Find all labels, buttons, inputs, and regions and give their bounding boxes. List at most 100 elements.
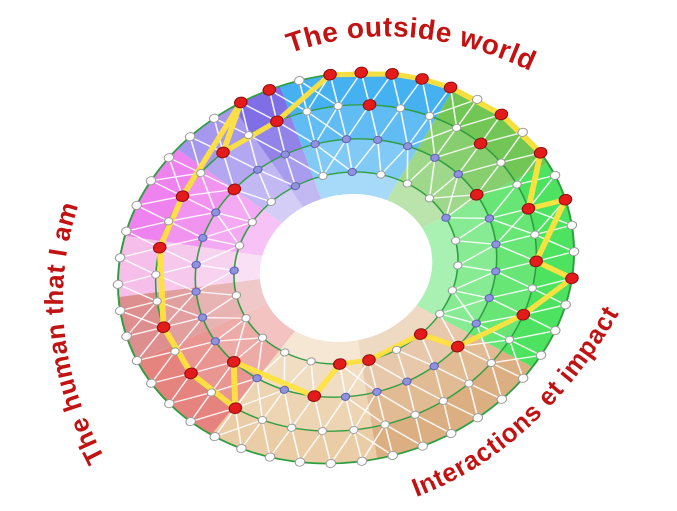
node-purple[interactable] — [210, 337, 220, 346]
node-white[interactable] — [447, 286, 458, 295]
node-purple[interactable] — [347, 167, 357, 177]
node-purple[interactable] — [341, 135, 352, 144]
node-white[interactable] — [112, 279, 124, 289]
node-white[interactable] — [121, 331, 132, 341]
node-white[interactable] — [257, 333, 268, 342]
node-red[interactable] — [362, 353, 377, 366]
node-white[interactable] — [145, 176, 157, 186]
node-red[interactable] — [175, 190, 190, 203]
node-white[interactable] — [170, 347, 180, 356]
node-white[interactable] — [464, 379, 474, 388]
node-white[interactable] — [151, 270, 161, 279]
node-white[interactable] — [333, 101, 343, 111]
node-white[interactable] — [264, 452, 276, 462]
node-white[interactable] — [453, 261, 463, 270]
node-white[interactable] — [517, 373, 529, 383]
node-red[interactable] — [227, 183, 242, 196]
node-white[interactable] — [231, 291, 242, 300]
node-white[interactable] — [471, 94, 483, 104]
node-white[interactable] — [391, 345, 402, 354]
node-red[interactable] — [152, 241, 167, 254]
node-purple[interactable] — [402, 142, 413, 151]
node-purple[interactable] — [340, 392, 351, 401]
node-red[interactable] — [216, 146, 231, 159]
node-red[interactable] — [494, 108, 509, 121]
node-white[interactable] — [206, 388, 217, 397]
node-red[interactable] — [156, 321, 171, 334]
node-white[interactable] — [302, 107, 312, 116]
node-red[interactable] — [385, 67, 400, 80]
node-purple[interactable] — [252, 374, 262, 383]
node-white[interactable] — [243, 131, 254, 140]
node-white[interactable] — [317, 427, 328, 436]
node-red[interactable] — [362, 98, 377, 111]
node-red[interactable] — [354, 66, 369, 79]
node-purple[interactable] — [402, 377, 412, 386]
node-white[interactable] — [566, 220, 578, 230]
node-red[interactable] — [473, 137, 488, 150]
node-red[interactable] — [226, 355, 241, 368]
node-white[interactable] — [387, 450, 399, 461]
node-white[interactable] — [247, 218, 257, 227]
node-purple[interactable] — [471, 319, 481, 328]
node-white[interactable] — [266, 197, 277, 206]
node-purple[interactable] — [191, 287, 201, 296]
node-purple[interactable] — [372, 387, 382, 396]
node-purple[interactable] — [211, 208, 221, 217]
node-white[interactable] — [549, 170, 561, 180]
node-red[interactable] — [323, 68, 338, 81]
node-white[interactable] — [435, 309, 445, 318]
node-purple[interactable] — [191, 260, 201, 269]
node-red[interactable] — [228, 402, 243, 415]
node-white[interactable] — [424, 111, 435, 121]
node-white[interactable] — [512, 180, 522, 189]
node-red[interactable] — [443, 81, 458, 94]
node-white[interactable] — [451, 123, 462, 132]
node-red[interactable] — [469, 188, 484, 201]
node-purple[interactable] — [229, 266, 239, 275]
node-white[interactable] — [380, 420, 390, 429]
node-white[interactable] — [417, 441, 428, 451]
node-white[interactable] — [527, 284, 537, 293]
node-white[interactable] — [395, 104, 406, 113]
node-red[interactable] — [262, 83, 277, 96]
node-white[interactable] — [496, 394, 508, 404]
node-white[interactable] — [257, 415, 268, 425]
node-red[interactable] — [332, 357, 347, 370]
node-white[interactable] — [517, 127, 528, 137]
node-white[interactable] — [549, 326, 561, 336]
node-purple[interactable] — [491, 240, 501, 249]
node-white[interactable] — [280, 348, 290, 357]
node-purple[interactable] — [441, 213, 451, 222]
sector-blue[interactable] — [279, 45, 476, 219]
sector-green-bright[interactable] — [391, 161, 604, 391]
node-white[interactable] — [209, 432, 221, 442]
node-red[interactable] — [516, 308, 531, 321]
node-white[interactable] — [496, 158, 506, 167]
node-white[interactable] — [114, 253, 126, 263]
node-white[interactable] — [286, 423, 297, 432]
node-white[interactable] — [146, 378, 157, 388]
node-purple[interactable] — [198, 233, 208, 242]
node-purple[interactable] — [491, 267, 501, 276]
node-white[interactable] — [349, 425, 359, 435]
node-white[interactable] — [410, 410, 420, 419]
node-white[interactable] — [535, 350, 547, 360]
node-purple[interactable] — [484, 294, 494, 303]
node-red[interactable] — [565, 272, 580, 285]
node-white[interactable] — [530, 230, 540, 239]
node-purple[interactable] — [279, 385, 290, 394]
node-red[interactable] — [558, 193, 573, 206]
node-white[interactable] — [293, 75, 305, 86]
node-white[interactable] — [445, 428, 457, 439]
node-white[interactable] — [164, 399, 175, 409]
node-purple[interactable] — [197, 313, 208, 322]
node-white[interactable] — [306, 357, 316, 366]
node-white[interactable] — [568, 247, 580, 257]
sector-magenta[interactable] — [108, 129, 289, 287]
node-purple[interactable] — [373, 135, 383, 144]
node-white[interactable] — [208, 113, 220, 123]
node-white[interactable] — [472, 413, 484, 423]
node-white[interactable] — [185, 416, 196, 427]
node-white[interactable] — [121, 226, 132, 236]
